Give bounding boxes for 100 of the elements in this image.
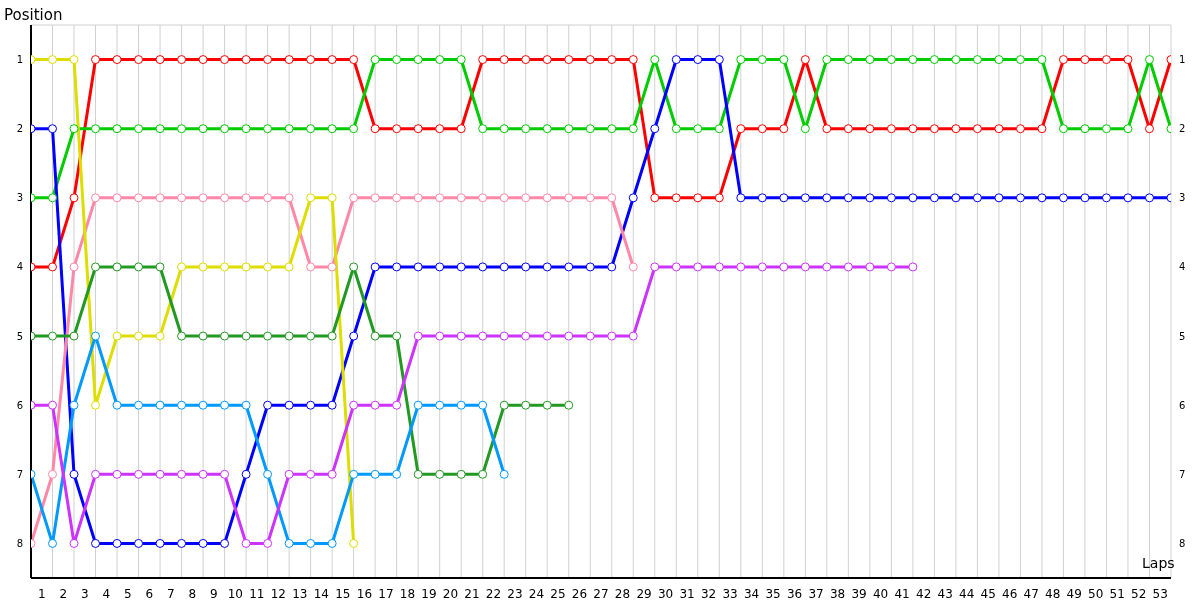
x-tick-label: 37 <box>808 587 824 600</box>
x-tick-label: 8 <box>188 587 197 600</box>
point <box>521 400 531 410</box>
point <box>370 331 380 341</box>
point <box>800 55 810 65</box>
point <box>91 469 101 479</box>
point <box>822 262 832 272</box>
point <box>886 262 896 272</box>
point <box>69 262 79 272</box>
point <box>929 55 939 65</box>
point <box>865 262 875 272</box>
point <box>155 262 165 272</box>
point <box>521 55 531 65</box>
point <box>48 400 58 410</box>
x-tick-label: 2 <box>59 587 68 600</box>
point <box>779 124 789 134</box>
point <box>607 262 617 272</box>
point <box>284 262 294 272</box>
point <box>714 262 724 272</box>
point <box>499 193 509 203</box>
x-tick-label: 20 <box>442 587 459 600</box>
x-tick-label: 47 <box>1023 587 1039 600</box>
x-tick-label: 46 <box>1002 587 1018 600</box>
x-tick-label: 33 <box>722 587 738 600</box>
point <box>951 193 961 203</box>
point <box>392 331 402 341</box>
point <box>757 124 767 134</box>
point <box>779 55 789 65</box>
point <box>1101 193 1111 203</box>
point <box>370 469 380 479</box>
point <box>607 124 617 134</box>
point <box>306 55 316 65</box>
point <box>456 331 466 341</box>
x-tick-label: 11 <box>249 587 265 600</box>
point <box>693 262 703 272</box>
point <box>69 469 79 479</box>
point <box>650 55 660 65</box>
point <box>263 469 273 479</box>
point <box>413 124 423 134</box>
point <box>1144 55 1154 65</box>
point <box>220 331 230 341</box>
point <box>435 469 445 479</box>
x-tick-label: 7 <box>166 587 175 600</box>
point <box>327 262 337 272</box>
point <box>886 55 896 65</box>
x-tick-label: 25 <box>550 587 566 600</box>
point <box>413 400 423 410</box>
point <box>908 262 918 272</box>
point <box>112 262 122 272</box>
x-tick-label: 14 <box>313 587 330 600</box>
point <box>628 55 638 65</box>
point <box>349 469 359 479</box>
point <box>198 538 208 548</box>
point <box>392 262 402 272</box>
point <box>263 400 273 410</box>
point <box>241 262 251 272</box>
point <box>929 124 939 134</box>
point <box>994 124 1004 134</box>
point <box>155 193 165 203</box>
x-tick-label: 12 <box>270 587 286 600</box>
point <box>521 193 531 203</box>
point <box>822 124 832 134</box>
point <box>241 400 251 410</box>
point <box>306 262 316 272</box>
point <box>392 400 402 410</box>
point <box>306 331 316 341</box>
point <box>456 55 466 65</box>
point <box>908 193 918 203</box>
point <box>349 124 359 134</box>
point <box>349 400 359 410</box>
point <box>69 124 79 134</box>
point <box>392 469 402 479</box>
point <box>413 193 423 203</box>
point <box>972 193 982 203</box>
y2-tick-label: 8 <box>1179 537 1186 549</box>
point <box>198 193 208 203</box>
x-tick-label: 48 <box>1045 587 1061 600</box>
point <box>607 55 617 65</box>
point <box>134 262 144 272</box>
point <box>284 124 294 134</box>
point <box>370 262 380 272</box>
point <box>542 400 552 410</box>
point <box>628 124 638 134</box>
x-tick-label: 53 <box>1152 587 1168 600</box>
point <box>972 124 982 134</box>
point <box>972 55 982 65</box>
point <box>241 55 251 65</box>
point <box>1080 193 1090 203</box>
point <box>306 538 316 548</box>
point <box>736 124 746 134</box>
y2-tick-label: 7 <box>1179 468 1186 480</box>
y2-tick-label: 2 <box>1179 123 1186 135</box>
y-tick-label: 1 <box>16 54 23 66</box>
point <box>843 124 853 134</box>
point <box>327 331 337 341</box>
x-axis-title: Laps <box>1142 555 1175 571</box>
point <box>198 55 208 65</box>
point <box>155 400 165 410</box>
x-tick-label: 15 <box>335 587 351 600</box>
point <box>370 400 380 410</box>
